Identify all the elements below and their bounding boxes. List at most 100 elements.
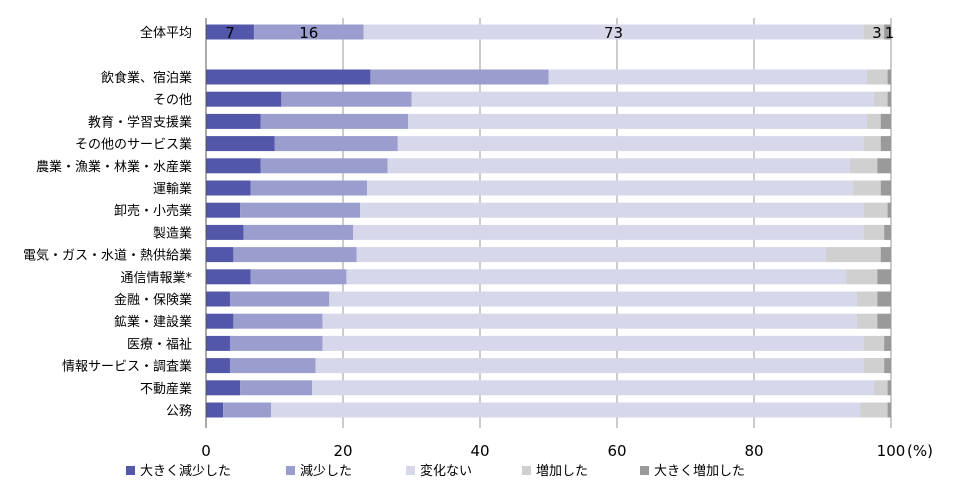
data-label-変化ない: 73 — [604, 24, 623, 42]
category-label-0: 全体平均 — [140, 25, 192, 41]
bar-運輸業-大きく減少した — [206, 180, 251, 196]
bar-農業・漁業・林業・水産業-変化ない — [387, 158, 850, 174]
bar-電気・ガス・水道・熱供給業-増加した — [825, 247, 881, 263]
bar-その他-減少した — [281, 91, 412, 107]
bar-金融・保険業-減少した — [229, 291, 330, 307]
bar-鉱業・建設業-大きく減少した — [206, 313, 234, 329]
bar-卸売・小売業-大きく減少した — [206, 202, 241, 218]
bar-公務-大きく減少した — [206, 402, 224, 418]
bar-その他-増加した — [873, 91, 888, 107]
bar-鉱業・建設業-変化ない — [322, 313, 857, 329]
bar-全体平均-大きく減少した — [206, 24, 254, 40]
bar-飲食業、宿泊業-増加した — [867, 69, 888, 85]
bar-医療・福祉-増加した — [863, 335, 885, 351]
bar-農業・漁業・林業・水産業-大きく減少した — [206, 158, 261, 174]
bar-情報サービス・調査業-減少した — [229, 358, 316, 374]
bar-電気・ガス・水道・熱供給業-変化ない — [356, 247, 826, 263]
data-labels: 7 16 73 3 1 — [225, 24, 894, 42]
bar-その他のサービス業-減少した — [274, 136, 398, 152]
bar-教育・学習支援業-減少した — [260, 113, 409, 129]
bar-通信情報業*-大きく増加した — [877, 269, 891, 285]
bar-製造業-変化ない — [353, 224, 864, 240]
bar-不動産業-大きく減少した — [206, 380, 241, 396]
bar-農業・漁業・林業・水産業-増加した — [849, 158, 878, 174]
x-tick-label-80: 80 — [744, 442, 763, 460]
bar-公務-減少した — [223, 402, 272, 418]
data-label-減少した: 16 — [299, 24, 318, 42]
bar-飲食業、宿泊業-変化ない — [548, 69, 868, 85]
bar-その他-変化ない — [411, 91, 874, 107]
bar-製造業-大きく増加した — [884, 224, 891, 240]
bar-飲食業、宿泊業-大きく減少した — [206, 69, 371, 85]
bar-全体平均-変化ない — [363, 24, 864, 40]
bar-その他-大きく増加した — [887, 91, 891, 107]
bar-医療・福祉-変化ない — [322, 335, 864, 351]
bar-製造業-減少した — [243, 224, 354, 240]
bar-鉱業・建設業-増加した — [856, 313, 878, 329]
bar-教育・学習支援業-増加した — [867, 113, 881, 129]
bar-教育・学習支援業-大きく増加した — [880, 113, 891, 129]
x-tick-label-20: 20 — [333, 442, 352, 460]
bar-その他のサービス業-増加した — [863, 136, 881, 152]
category-label-16: 公務 — [166, 404, 192, 419]
bar-製造業-大きく減少した — [206, 224, 244, 240]
bar-運輸業-減少した — [250, 180, 367, 196]
bar-電気・ガス・水道・熱供給業-大きく減少した — [206, 247, 234, 263]
bar-通信情報業*-大きく減少した — [206, 269, 251, 285]
bar-金融・保険業-大きく減少した — [206, 291, 230, 307]
x-axis-tick-labels: 0 20 40 60 80 100 — [201, 442, 905, 460]
bar-飲食業、宿泊業-減少した — [370, 69, 549, 85]
legend-label-大きく減少した: 大きく減少した — [140, 463, 231, 479]
category-label-15: 不動産業 — [140, 381, 192, 397]
data-label-大きく減少した: 7 — [225, 24, 235, 42]
bar-医療・福祉-減少した — [229, 335, 323, 351]
category-label-4: その他のサービス業 — [75, 137, 192, 153]
category-label-9: 電気・ガス・水道・熱供給業 — [23, 248, 192, 264]
bar-通信情報業*-増加した — [846, 269, 878, 285]
category-label-13: 医療・福祉 — [127, 337, 192, 352]
category-label-8: 製造業 — [153, 225, 192, 241]
legend-label-変化ない: 変化ない — [420, 463, 472, 479]
legend-swatch-大きく増加した — [640, 466, 649, 475]
bar-公務-大きく増加した — [887, 402, 891, 418]
bar-運輸業-増加した — [853, 180, 881, 196]
legend-swatch-変化ない — [406, 466, 415, 475]
bar-運輸業-大きく増加した — [880, 180, 891, 196]
x-tick-label-100: 100 — [877, 442, 906, 460]
bar-製造業-増加した — [863, 224, 885, 240]
category-label-11: 金融・保険業 — [114, 292, 192, 308]
bar-情報サービス・調査業-変化ない — [315, 358, 864, 374]
category-label-5: 農業・漁業・林業・水産業 — [36, 159, 192, 175]
bar-金融・保険業-増加した — [856, 291, 878, 307]
bar-不動産業-変化ない — [312, 380, 874, 396]
bar-通信情報業*-変化ない — [346, 269, 847, 285]
bar-不動産業-増加した — [873, 380, 888, 396]
bar-情報サービス・調査業-大きく減少した — [206, 358, 230, 374]
x-tick-label-40: 40 — [470, 442, 489, 460]
bar-卸売・小売業-変化ない — [360, 202, 864, 218]
category-label-2: その他 — [153, 93, 192, 108]
bar-その他のサービス業-変化ない — [397, 136, 864, 152]
category-label-7: 卸売・小売業 — [114, 203, 192, 219]
bar-鉱業・建設業-減少した — [233, 313, 323, 329]
legend-label-増加した: 増加した — [536, 464, 588, 479]
bar-全体平均-増加した — [863, 24, 885, 40]
category-label-12: 鉱業・建設業 — [114, 314, 192, 330]
category-label-1: 飲食業、宿泊業 — [101, 70, 192, 86]
bar-通信情報業*-減少した — [250, 269, 347, 285]
legend-label-減少した: 減少した — [300, 463, 352, 479]
bar-全体平均-減少した — [253, 24, 364, 40]
bar-飲食業、宿泊業-大きく増加した — [887, 69, 891, 85]
bar-医療・福祉-大きく減少した — [206, 335, 230, 351]
bar-その他のサービス業-大きく減少した — [206, 136, 275, 152]
bar-その他-大きく減少した — [206, 91, 282, 107]
bar-卸売・小売業-減少した — [240, 202, 361, 218]
bar-電気・ガス・水道・熱供給業-減少した — [233, 247, 357, 263]
bar-情報サービス・調査業-大きく増加した — [884, 358, 891, 374]
bar-公務-変化ない — [271, 402, 861, 418]
category-label-3: 教育・学習支援業 — [88, 114, 192, 130]
data-label-大きく増加した: 1 — [885, 24, 895, 42]
bar-鉱業・建設業-大きく増加した — [877, 313, 891, 329]
category-label-14: 情報サービス・調査業 — [62, 359, 192, 375]
